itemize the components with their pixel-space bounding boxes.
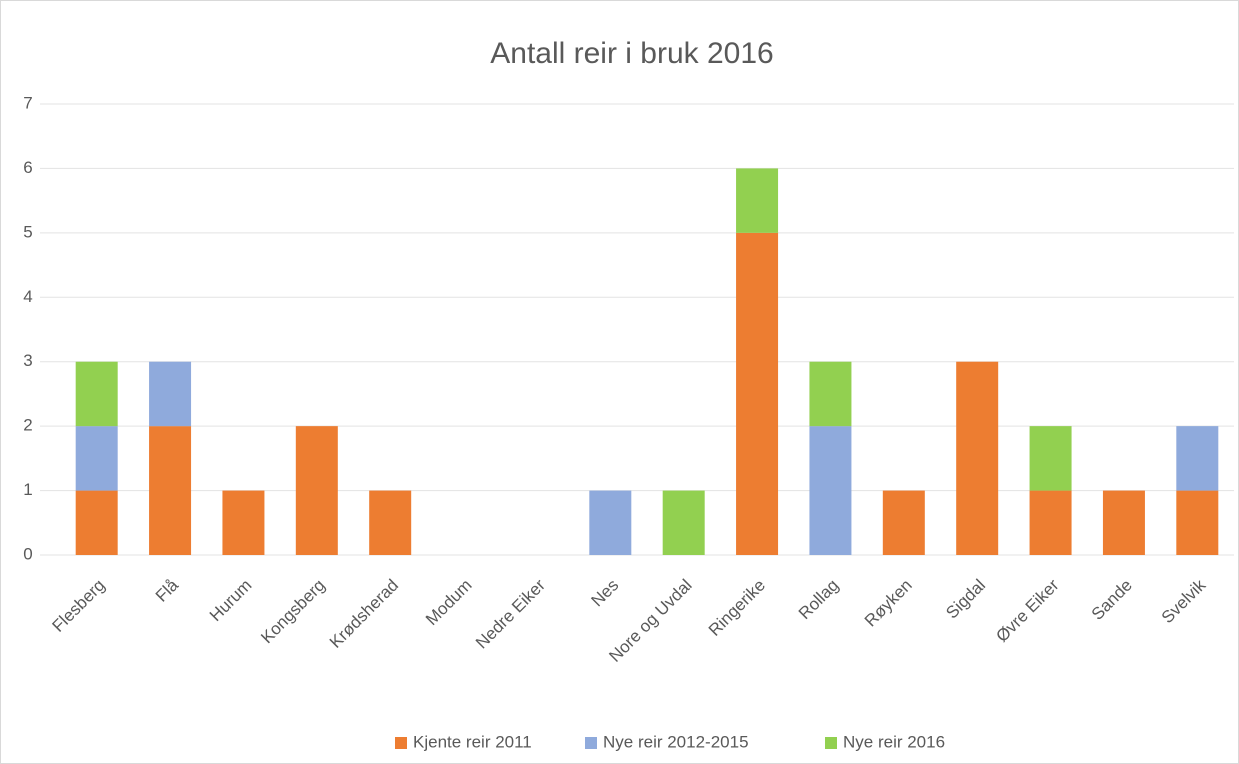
y-tick-label: 0 bbox=[23, 544, 32, 563]
bar-segment bbox=[369, 490, 412, 555]
y-tick-label: 3 bbox=[23, 351, 32, 370]
bar-segment bbox=[589, 490, 632, 555]
legend-swatch bbox=[395, 737, 407, 749]
y-tick-label: 5 bbox=[23, 222, 32, 241]
y-tick-label: 2 bbox=[23, 416, 32, 435]
legend-label: Nye reir 2016 bbox=[843, 732, 945, 751]
bar-segment bbox=[956, 361, 999, 555]
legend-swatch bbox=[585, 737, 597, 749]
bar-segment bbox=[75, 490, 118, 555]
bar-segment bbox=[1029, 426, 1072, 491]
bar-segment bbox=[736, 232, 779, 555]
chart-title: Antall reir i bruk 2016 bbox=[490, 37, 773, 70]
bar-segment bbox=[882, 490, 925, 555]
bar-segment bbox=[149, 426, 192, 555]
bar-segment bbox=[809, 426, 852, 555]
y-tick-label: 1 bbox=[23, 480, 32, 499]
bar-segment bbox=[1176, 426, 1219, 491]
y-tick-label: 7 bbox=[23, 93, 32, 112]
bar-segment bbox=[295, 426, 338, 555]
legend-label: Nye reir 2012-2015 bbox=[603, 732, 749, 751]
y-tick-label: 4 bbox=[23, 287, 32, 306]
bar-segment bbox=[662, 490, 705, 555]
legend-swatch bbox=[825, 737, 837, 749]
bar-segment bbox=[1176, 490, 1219, 555]
bar-segment bbox=[736, 168, 779, 233]
bar-segment bbox=[809, 361, 852, 427]
bar-segment bbox=[222, 490, 265, 555]
legend-label: Kjente reir 2011 bbox=[413, 732, 532, 751]
bar-segment bbox=[75, 426, 118, 491]
bar-segment bbox=[1102, 490, 1145, 555]
y-tick-label: 6 bbox=[23, 158, 32, 177]
bar-segment bbox=[149, 361, 192, 427]
bar-segment bbox=[1029, 490, 1072, 555]
bar-segment bbox=[75, 361, 118, 427]
